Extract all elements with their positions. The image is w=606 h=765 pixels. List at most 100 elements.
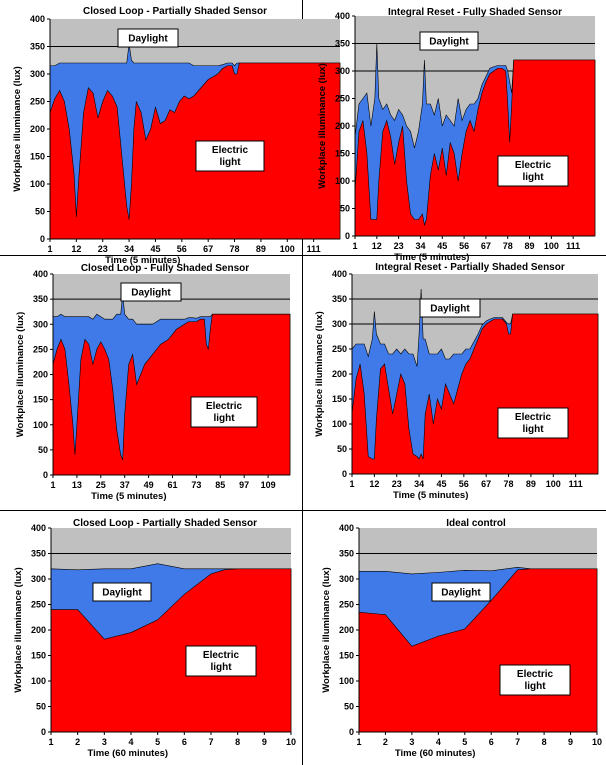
y-tick-label: 100 bbox=[339, 676, 354, 686]
x-tick-label: 7 bbox=[208, 737, 213, 747]
y-tick-label: 0 bbox=[342, 469, 347, 479]
x-tick-label: 1 bbox=[48, 737, 53, 747]
y-tick-label: 100 bbox=[332, 419, 347, 429]
y-tick-label: 350 bbox=[31, 549, 46, 559]
y-tick-label: 400 bbox=[31, 523, 46, 533]
y-tick-label: 0 bbox=[40, 234, 45, 244]
x-tick-label: 89 bbox=[256, 244, 266, 254]
series-electric-light-area bbox=[50, 568, 292, 733]
x-tick-label: 8 bbox=[542, 737, 547, 747]
x-tick-label: 56 bbox=[459, 479, 469, 489]
y-tick-label: 100 bbox=[30, 179, 45, 189]
x-tick-label: 111 bbox=[307, 244, 321, 254]
y-axis-label: Workplace illuminance (lux) bbox=[317, 63, 328, 188]
y-tick-label: 100 bbox=[33, 420, 48, 430]
x-tick-label: 45 bbox=[437, 241, 447, 251]
daylight-label-box bbox=[120, 282, 182, 302]
electric-light-label-box bbox=[497, 155, 569, 187]
daylight-label-box bbox=[431, 582, 491, 602]
y-tick-label: 150 bbox=[30, 152, 45, 162]
x-tick-label: 23 bbox=[98, 244, 108, 254]
x-tick-label: 100 bbox=[544, 241, 559, 251]
daylight-label: Daylight bbox=[441, 588, 481, 599]
y-tick-label: 0 bbox=[345, 231, 350, 241]
x-tick-label: 49 bbox=[144, 480, 154, 490]
x-tick-label: 25 bbox=[96, 480, 106, 490]
chart-panel-2: 0 50 100 150 200 250 300 350 400 1 12 23 34 45 56 67 78 8… bbox=[317, 7, 596, 263]
y-tick-label: 350 bbox=[33, 294, 48, 304]
y-tick-label: 50 bbox=[337, 444, 347, 454]
x-tick-label: 37 bbox=[120, 480, 130, 490]
y-tick-label: 100 bbox=[31, 676, 46, 686]
x-tick-label: 45 bbox=[436, 479, 446, 489]
y-axis-label: Workplace illuminance (lux) bbox=[13, 567, 24, 692]
y-tick-label: 400 bbox=[33, 269, 48, 279]
daylight-label-box bbox=[92, 582, 152, 602]
x-tick-label: 1 bbox=[349, 479, 354, 489]
x-tick-label: 34 bbox=[415, 241, 425, 251]
x-tick-label: 89 bbox=[525, 241, 535, 251]
x-tick-label: 56 bbox=[459, 241, 469, 251]
y-tick-label: 250 bbox=[30, 97, 45, 107]
y-tick-label: 300 bbox=[332, 319, 347, 329]
x-tick-label: 8 bbox=[235, 737, 240, 747]
x-tick-label: 5 bbox=[462, 737, 467, 747]
y-tick-label: 0 bbox=[41, 727, 46, 737]
x-tick-label: 1 bbox=[352, 241, 357, 251]
x-tick-label: 67 bbox=[481, 241, 491, 251]
y-axis-label: Workplace illuminance (lux) bbox=[314, 311, 325, 436]
chart-title: Integral Reset - Partially Shaded Sensor bbox=[375, 262, 565, 273]
daylight-label-box bbox=[419, 31, 479, 51]
x-tick-label: 61 bbox=[167, 480, 177, 490]
electric-light-label-box bbox=[195, 140, 265, 172]
y-tick-label: 200 bbox=[332, 369, 347, 379]
electric-light-label: light bbox=[219, 157, 241, 168]
chart-panel-1: 0 50 100 150 200 250 300 350 400 1 12 23 34 45 56 67 78 8… bbox=[12, 6, 341, 266]
chart-panel-4: 0 50 100 150 200 250 300 350 400 1 12 23 34 45 56 67 78 8… bbox=[314, 262, 599, 501]
x-tick-label: 6 bbox=[182, 737, 187, 747]
electric-light-label-box bbox=[185, 645, 257, 677]
y-tick-label: 350 bbox=[339, 549, 354, 559]
y-tick-label: 50 bbox=[344, 702, 354, 712]
y-tick-label: 250 bbox=[335, 94, 350, 104]
y-tick-label: 100 bbox=[335, 176, 350, 186]
x-tick-label: 73 bbox=[191, 480, 201, 490]
x-tick-label: 67 bbox=[481, 479, 491, 489]
x-tick-label: 4 bbox=[436, 737, 441, 747]
x-tick-label: 111 bbox=[566, 241, 580, 251]
chart-title: Ideal control bbox=[446, 518, 506, 529]
x-tick-label: 1 bbox=[356, 737, 361, 747]
electric-light-label: light bbox=[522, 424, 544, 435]
x-axis-label: Time (5 minutes) bbox=[105, 255, 180, 266]
x-tick-label: 12 bbox=[372, 241, 382, 251]
x-tick-label: 3 bbox=[102, 737, 107, 747]
y-tick-label: 150 bbox=[33, 395, 48, 405]
x-tick-label: 85 bbox=[215, 480, 225, 490]
daylight-label: Daylight bbox=[429, 37, 469, 48]
chart-panel-3: 0 50 100 150 200 250 300 350 400 1 13 25 37 49 61 73 85 9… bbox=[15, 263, 291, 502]
x-tick-label: 6 bbox=[489, 737, 494, 747]
x-tick-label: 34 bbox=[414, 479, 424, 489]
x-tick-label: 34 bbox=[124, 244, 134, 254]
x-tick-label: 1 bbox=[50, 480, 55, 490]
x-tick-label: 10 bbox=[592, 737, 602, 747]
x-tick-label: 10 bbox=[286, 737, 296, 747]
daylight-label-box bbox=[117, 28, 179, 48]
daylight-label: Daylight bbox=[128, 34, 168, 45]
y-tick-label: 350 bbox=[30, 42, 45, 52]
y-tick-label: 400 bbox=[332, 269, 347, 279]
chart-panel-6: 0 50 100 150 200 250 300 350 400 1 2 3 4 5 6 7 8 9 10 Ideal… bbox=[321, 518, 602, 759]
y-tick-label: 250 bbox=[31, 600, 46, 610]
y-tick-label: 150 bbox=[335, 149, 350, 159]
x-tick-label: 45 bbox=[150, 244, 160, 254]
electric-light-label: Electric bbox=[517, 669, 554, 680]
y-tick-label: 0 bbox=[43, 470, 48, 480]
chart-title: Closed Loop - Partially Shaded Sensor bbox=[83, 6, 267, 17]
electric-light-label: Electric bbox=[515, 160, 552, 171]
y-tick-label: 50 bbox=[36, 702, 46, 712]
y-tick-label: 50 bbox=[35, 207, 45, 217]
y-tick-label: 250 bbox=[339, 600, 354, 610]
y-tick-label: 400 bbox=[30, 14, 45, 24]
x-axis-label: Time (5 minutes) bbox=[91, 491, 166, 502]
